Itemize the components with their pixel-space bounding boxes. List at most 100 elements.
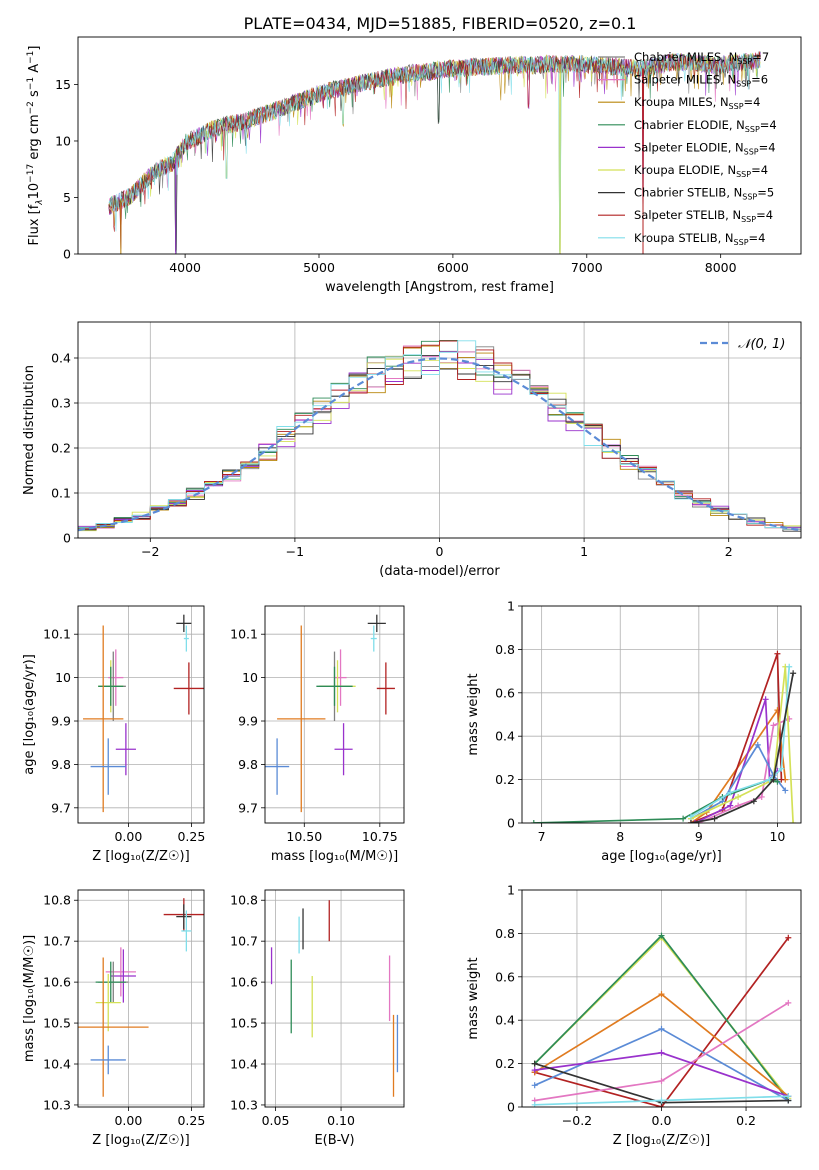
age_vs_Z-xlabel: Z [log₁₀(Z/Z☉)] bbox=[92, 849, 189, 864]
weight_vs_age-marker-1 bbox=[778, 776, 785, 783]
weight_vs_age-xtick-label: 9 bbox=[695, 829, 703, 844]
age_vs_mass-point-9 bbox=[265, 738, 290, 795]
legend-label-subscript: SSP bbox=[734, 238, 749, 247]
legend-label-2: Kroupa MILES, NSSP=4 bbox=[634, 95, 760, 111]
mass_vs_Z-point-6 bbox=[95, 961, 126, 1003]
weight_vs_age-marker-8 bbox=[711, 815, 718, 822]
mass_vs_ebv-xtick-label: 0.05 bbox=[262, 1113, 290, 1128]
age_vs_mass-frame bbox=[264, 605, 405, 824]
weight_vs_Z-ytick-label: 1 bbox=[507, 883, 515, 898]
mass_vs_ebv-plot-area bbox=[270, 900, 399, 1097]
weight_vs_age-ytick-label: 0 bbox=[507, 816, 515, 831]
mass_vs_ebv-xtick-label: 0.10 bbox=[327, 1113, 355, 1128]
mass_vs_ebv-ytick-label: 10.7 bbox=[230, 934, 258, 949]
mass_vs_ebv-axes: 0.05 0.10 10.3 10.4 10.5 10.6 10.7 10.8 E(B-V) bbox=[230, 889, 405, 1148]
age_vs_Z-point-8 bbox=[115, 723, 136, 776]
spectrum-panel: 4000 5000 6000 7000 8000 0 5 10 15 wavelength [An… bbox=[26, 36, 802, 295]
weight_vs_age-marker-7 bbox=[786, 663, 793, 670]
age_vs_mass-axes: 10.50 10.75 9.7 9.8 9.9 10 10.1 mass [log₁₀(M/M… bbox=[230, 605, 405, 864]
legend-label-count: =4 bbox=[749, 231, 766, 245]
age_vs_Z-ytick-label: 10.1 bbox=[43, 627, 71, 642]
residuals-ytick-label: 0.2 bbox=[51, 441, 71, 456]
weight_vs_Z-ytick-label: 0.6 bbox=[495, 969, 515, 984]
residuals-ytick-label: 0.4 bbox=[51, 351, 71, 366]
legend-label-count: =4 bbox=[756, 208, 773, 222]
age_vs_Z-axes: 0.00 0.25 9.7 9.8 9.9 10 10.1 Z [log₁₀(Z/Z☉)] ag… bbox=[22, 605, 205, 864]
legend-label-count: =4 bbox=[759, 140, 776, 154]
weight_vs_age-xtick-label: 7 bbox=[538, 829, 546, 844]
legend-label-name: Kroupa ELODIE, N bbox=[634, 163, 736, 177]
mass_vs_Z-axes: 0.00 0.25 10.3 10.4 10.5 10.6 10.7 10.8 Z [log₁₀… bbox=[22, 889, 205, 1148]
weight_vs_age-marker-2 bbox=[691, 820, 698, 823]
spectrum-xtick-label: 7000 bbox=[571, 260, 603, 275]
weight_vs_age-line-6 bbox=[533, 778, 778, 823]
weight_vs_Z-marker-7 bbox=[531, 1060, 538, 1067]
legend-label-8: Kroupa STELIB, NSSP=4 bbox=[634, 231, 765, 247]
spectrum-ylabel-part: A bbox=[27, 64, 42, 77]
age_vs_mass-panel: 10.50 10.75 9.7 9.8 9.9 10 10.1 mass [log₁₀(M/M… bbox=[230, 605, 405, 864]
age_vs_Z-plot-area bbox=[83, 614, 204, 813]
weight_vs_age-panel: 7 8 9 10 0 0.2 0.4 0.6 0.8 1 age [log₁₀(age/yr)] ma… bbox=[466, 599, 802, 864]
age_vs_mass-point-0 bbox=[367, 614, 386, 633]
legend-label-name: Chabrier MILES, N bbox=[634, 50, 737, 64]
mass_vs_Z-panel: 0.00 0.25 10.3 10.4 10.5 10.6 10.7 10.8 Z [log₁₀… bbox=[22, 889, 205, 1148]
age_vs_mass-xlabel: mass [log₁₀(M/M☉)] bbox=[271, 849, 398, 864]
age_vs_mass-point-8 bbox=[334, 723, 353, 776]
age_vs_Z-point-6 bbox=[98, 666, 124, 706]
weight_vs_Z-marker-8 bbox=[658, 1097, 665, 1104]
spectrum-xtick-label: 8000 bbox=[705, 260, 737, 275]
spectrum-xlabel: wavelength [Angstrom, rest frame] bbox=[325, 280, 554, 295]
age_vs_mass-point-7 bbox=[277, 625, 326, 813]
age_vs_mass-point-2 bbox=[376, 662, 395, 715]
spectrum-ylabel-part: −1 bbox=[26, 77, 36, 90]
age_vs_Z-point-1 bbox=[183, 625, 189, 652]
age_vs_Z-ytick-label: 10 bbox=[55, 670, 71, 685]
age_vs_Z-point-0 bbox=[176, 614, 192, 633]
age_vs_Z-point-7 bbox=[83, 625, 124, 813]
mass_vs_ebv-ytick-label: 10.6 bbox=[230, 975, 258, 990]
weight_vs_Z-xtick-label: 0.2 bbox=[736, 1113, 756, 1128]
weight_vs_Z-marker-2 bbox=[658, 932, 665, 939]
age_vs_mass-ytick-label: 9.7 bbox=[238, 800, 258, 815]
spectrum-ytick-label: 15 bbox=[55, 77, 71, 92]
weight_vs_age-marker-8 bbox=[790, 670, 797, 677]
weight_vs_Z-plot-area bbox=[531, 932, 792, 1107]
legend-label-count: =4 bbox=[751, 163, 768, 177]
weight_vs_age-ytick-label: 0.4 bbox=[495, 729, 515, 744]
weight_vs_Z-ytick-label: 0 bbox=[507, 1100, 515, 1115]
weight_vs_Z-marker-6 bbox=[658, 1049, 665, 1056]
age_vs_mass-xtick-label: 10.75 bbox=[362, 829, 398, 844]
mass_vs_Z-point-7 bbox=[95, 973, 121, 1032]
weight_vs_age-marker-5 bbox=[735, 793, 742, 800]
mass_vs_Z-ytick-label: 10.5 bbox=[43, 1016, 71, 1031]
age_vs_Z-point-9 bbox=[90, 738, 126, 795]
weight_vs_Z-marker-6 bbox=[531, 1067, 538, 1074]
weight_vs_age-marker-6 bbox=[680, 815, 687, 822]
spectrum-xtick-label: 6000 bbox=[437, 260, 469, 275]
legend-label-subscript: SSP bbox=[737, 57, 752, 66]
weight_vs_Z-marker-8 bbox=[785, 1093, 792, 1100]
weight_vs_age-marker-2 bbox=[727, 802, 734, 809]
weight_vs_age-marker-7 bbox=[687, 813, 694, 820]
spectrum-xtick-label: 4000 bbox=[169, 260, 201, 275]
weight_vs_Z-xtick-label: −0.2 bbox=[562, 1113, 592, 1128]
spectrum-ytick-label: 10 bbox=[55, 133, 71, 148]
weight_vs_age-marker-4 bbox=[754, 741, 761, 748]
legend-label-subscript: SSP bbox=[744, 147, 759, 156]
age_vs_mass-point-6 bbox=[316, 666, 353, 706]
residuals-xlabel: (data-model)/error bbox=[379, 564, 500, 579]
weight_vs_age-xtick-label: 10 bbox=[769, 829, 785, 844]
spectrum-ylabel-part: λ bbox=[35, 199, 45, 205]
legend-label-count: =6 bbox=[751, 73, 768, 87]
age_vs_Z-point-2 bbox=[173, 662, 204, 715]
weight_vs_Z-ytick-label: 0.4 bbox=[495, 1013, 515, 1028]
mass_vs_Z-ytick-label: 10.7 bbox=[43, 934, 71, 949]
legend-label-subscript: SSP bbox=[742, 193, 757, 202]
legend-label-name: Salpeter ELODIE, N bbox=[634, 140, 744, 154]
legend-label-subscript: SSP bbox=[736, 170, 751, 179]
weight_vs_age-marker-1 bbox=[774, 650, 781, 657]
residuals-xtick-label: −1 bbox=[286, 544, 304, 559]
weight_vs_age-marker-8 bbox=[750, 798, 757, 805]
mass_vs_Z-ytick-label: 10.8 bbox=[43, 893, 71, 908]
